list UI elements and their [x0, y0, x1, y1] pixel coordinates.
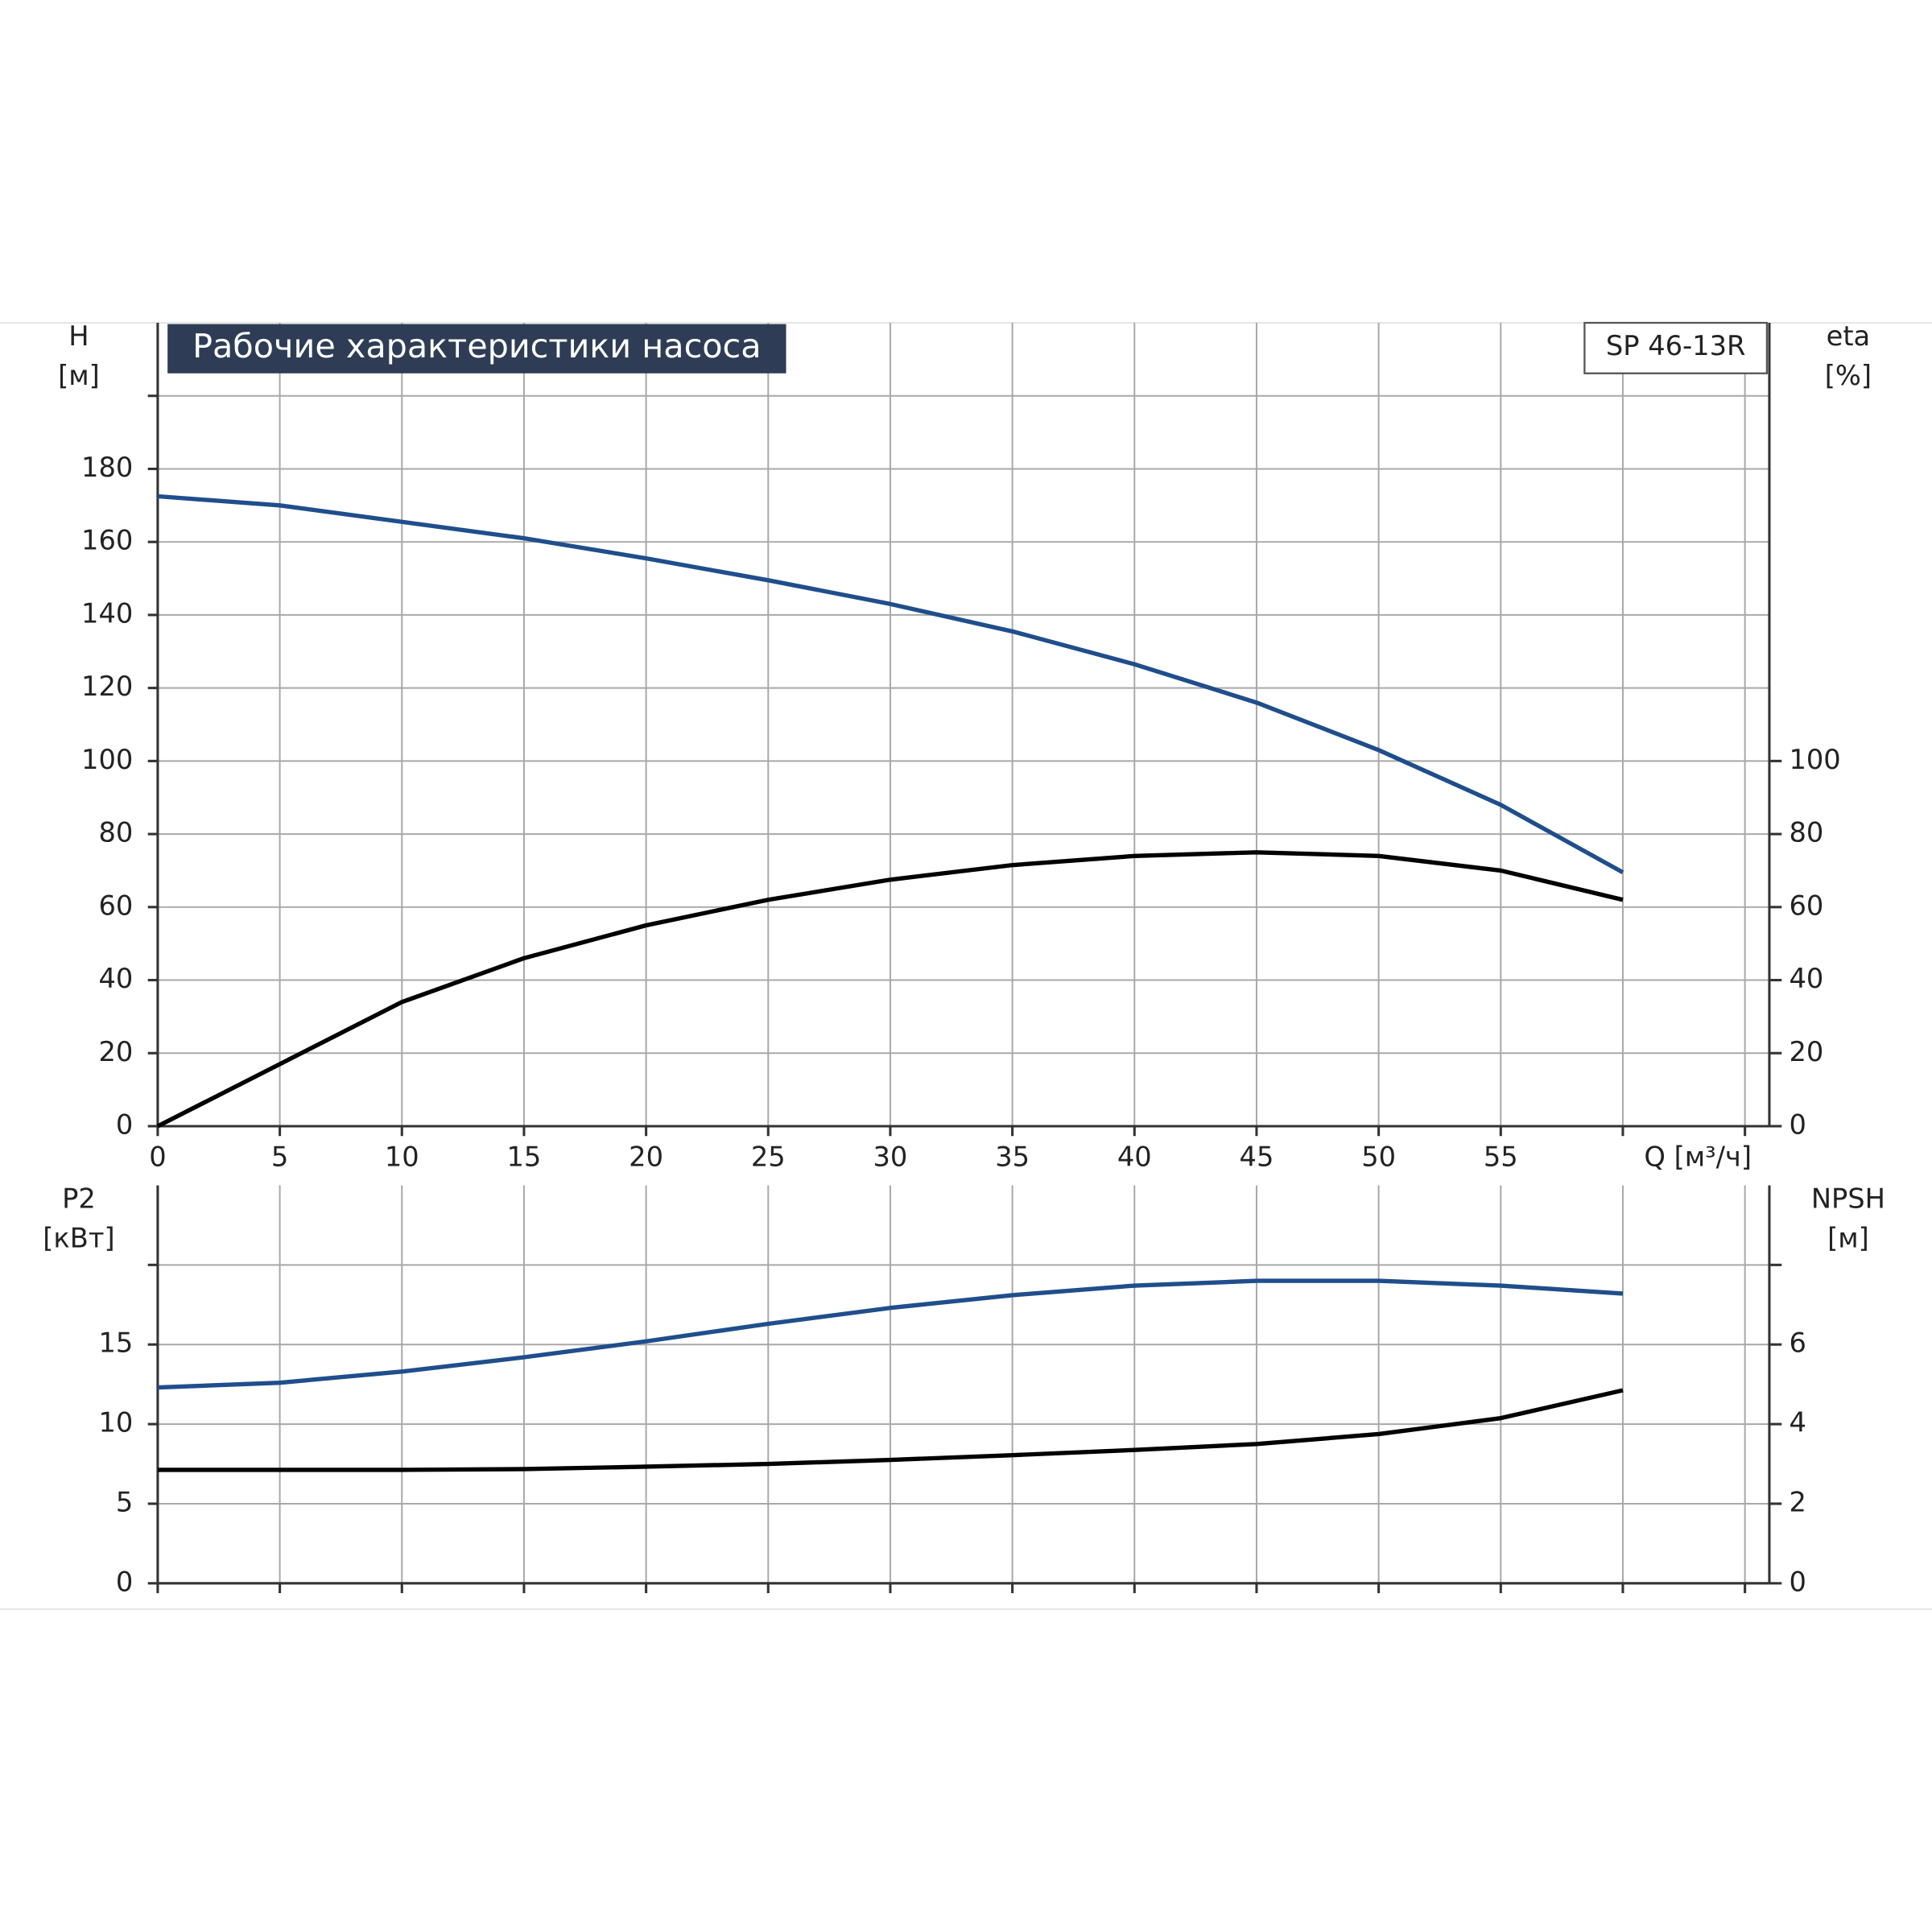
curve: [157, 493, 1624, 875]
curve: [157, 1388, 1624, 1472]
x-axis-label: Q [м³/ч]: [1644, 1141, 1752, 1172]
x-tick-label: 0: [149, 1141, 166, 1172]
y2-tick-label: 80: [1789, 817, 1823, 848]
y-axis-unit: [кВт]: [43, 1222, 114, 1253]
y-tick-label: 10: [98, 1407, 133, 1439]
y-tick-label: 20: [98, 1036, 133, 1067]
title-box: [167, 324, 786, 374]
y-axis-unit: [м]: [58, 360, 100, 391]
y2-axis-unit: [%]: [1825, 360, 1872, 391]
y2-tick-label: 100: [1789, 744, 1840, 775]
x-tick-label: 20: [629, 1141, 663, 1172]
y-tick-label: 140: [81, 597, 133, 629]
x-tick-label: 45: [1240, 1141, 1274, 1172]
y-axis-label: P2: [62, 1183, 96, 1214]
y-tick-label: 120: [81, 671, 133, 702]
x-tick-label: 55: [1484, 1141, 1518, 1172]
y2-tick-label: 60: [1789, 890, 1823, 921]
y2-tick-label: 40: [1789, 963, 1823, 994]
y-tick-label: 15: [98, 1327, 133, 1359]
curve: [156, 850, 1624, 1129]
y2-axis-label: NPSH: [1811, 1183, 1885, 1214]
model-label: SP 46-13R: [1606, 330, 1746, 361]
y2-axis-label: eta: [1827, 320, 1871, 352]
x-tick-label: 25: [751, 1141, 786, 1172]
y2-tick-label: 6: [1789, 1327, 1806, 1359]
x-tick-label: 10: [385, 1141, 419, 1172]
x-tick-label: 35: [995, 1141, 1030, 1172]
y-tick-label: 60: [98, 890, 133, 921]
y2-tick-label: 2: [1789, 1486, 1806, 1517]
model-box: [1583, 321, 1769, 374]
y2-tick-label: 0: [1789, 1108, 1806, 1140]
y-tick-label: 0: [116, 1108, 133, 1140]
y-axis-label: H: [68, 320, 89, 352]
x-tick-label: 40: [1117, 1141, 1152, 1172]
y-tick-label: 40: [98, 963, 133, 994]
y2-tick-label: 0: [1789, 1566, 1806, 1597]
y-tick-label: 80: [98, 817, 133, 848]
y-tick-label: 5: [116, 1486, 133, 1517]
y2-tick-label: 20: [1789, 1036, 1823, 1067]
y2-axis-unit: [м]: [1827, 1222, 1869, 1253]
x-tick-label: 15: [507, 1141, 542, 1172]
y2-tick-label: 4: [1789, 1407, 1806, 1439]
chart-title: Рабочие характеристики насоса: [192, 327, 762, 365]
y-tick-label: 160: [81, 525, 133, 556]
y-tick-label: 0: [116, 1566, 133, 1597]
curve: [157, 1278, 1624, 1390]
x-tick-label: 5: [271, 1141, 288, 1172]
x-tick-label: 30: [873, 1141, 908, 1172]
y-tick-label: 100: [81, 744, 133, 775]
y-tick-label: 180: [81, 452, 133, 483]
x-tick-label: 50: [1361, 1141, 1396, 1172]
